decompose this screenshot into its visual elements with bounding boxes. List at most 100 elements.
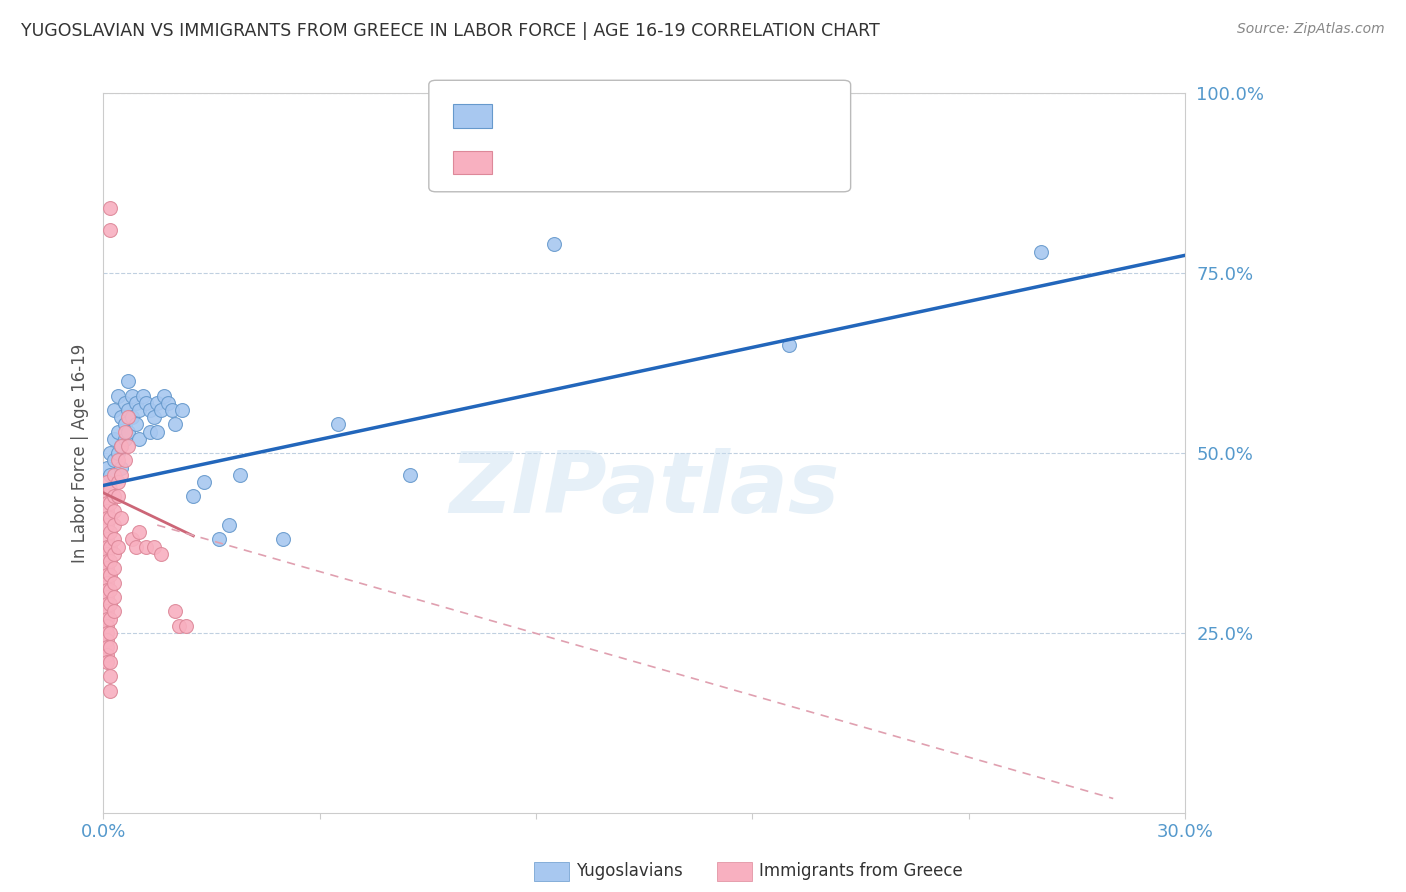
Point [128, 432, 150, 446]
Point [110, 439, 132, 453]
Point [98, 612, 121, 626]
Point [96, 540, 118, 554]
Point [1029, 244, 1052, 259]
Point [96, 590, 118, 604]
Point [107, 540, 129, 554]
Point [103, 403, 125, 417]
Point [132, 388, 155, 402]
Point [273, 533, 295, 547]
Point [96, 626, 118, 640]
Point [96, 648, 118, 662]
Point [193, 475, 215, 489]
Point [114, 417, 136, 432]
Text: -0.200: -0.200 [555, 153, 624, 172]
Point [117, 403, 139, 417]
Point [110, 467, 132, 482]
Point [98, 683, 121, 698]
Point [160, 403, 183, 417]
Point [124, 396, 146, 410]
Point [135, 396, 157, 410]
Point [229, 467, 252, 482]
Point [98, 554, 121, 568]
Point [103, 432, 125, 446]
Point [96, 575, 118, 590]
Point [121, 410, 143, 425]
Point [128, 403, 150, 417]
Point [157, 396, 180, 410]
Point [114, 396, 136, 410]
Point [98, 582, 121, 597]
Point [96, 619, 118, 633]
Point [103, 547, 125, 561]
Point [149, 403, 172, 417]
Point [146, 396, 169, 410]
Point [114, 453, 136, 467]
Point [96, 460, 118, 475]
Point [218, 518, 240, 533]
Point [146, 425, 169, 439]
Text: R =: R = [503, 107, 537, 125]
Point [98, 446, 121, 460]
Point [107, 453, 129, 467]
Point [142, 540, 165, 554]
Point [98, 597, 121, 611]
Point [107, 475, 129, 489]
Point [174, 619, 197, 633]
Point [165, 417, 187, 432]
Point [107, 446, 129, 460]
Point [142, 410, 165, 425]
Point [96, 582, 118, 597]
Text: Source: ZipAtlas.com: Source: ZipAtlas.com [1237, 22, 1385, 37]
Point [117, 410, 139, 425]
Point [149, 547, 172, 561]
Point [96, 475, 118, 489]
Point [139, 425, 162, 439]
Point [114, 432, 136, 446]
Point [110, 511, 132, 525]
Point [326, 417, 349, 432]
Point [103, 604, 125, 618]
Point [96, 633, 118, 648]
Point [96, 597, 118, 611]
Point [98, 626, 121, 640]
Y-axis label: In Labor Force | Age 16-19: In Labor Force | Age 16-19 [72, 343, 89, 563]
Point [107, 425, 129, 439]
Text: ZIPatlas: ZIPatlas [449, 448, 839, 531]
Point [103, 489, 125, 503]
Point [103, 518, 125, 533]
Point [114, 425, 136, 439]
Point [167, 619, 190, 633]
Point [124, 540, 146, 554]
Point [778, 338, 800, 352]
Point [117, 374, 139, 388]
Point [98, 511, 121, 525]
Text: 0.365: 0.365 [555, 106, 617, 126]
Point [103, 504, 125, 518]
Point [98, 496, 121, 510]
Point [107, 489, 129, 503]
Point [110, 439, 132, 453]
Point [117, 425, 139, 439]
Point [96, 655, 118, 669]
Point [98, 640, 121, 655]
Text: N = 48: N = 48 [654, 106, 727, 126]
Point [103, 590, 125, 604]
Point [172, 403, 194, 417]
Point [96, 561, 118, 575]
Point [98, 540, 121, 554]
Point [128, 525, 150, 540]
Point [103, 453, 125, 467]
Point [103, 533, 125, 547]
Point [103, 467, 125, 482]
Point [139, 403, 162, 417]
Point [96, 554, 118, 568]
Point [96, 511, 118, 525]
Point [96, 568, 118, 582]
Point [98, 482, 121, 496]
Point [98, 669, 121, 683]
Point [207, 533, 229, 547]
Point [96, 504, 118, 518]
Point [96, 533, 118, 547]
Text: Immigrants from Greece: Immigrants from Greece [759, 863, 963, 880]
Point [103, 575, 125, 590]
